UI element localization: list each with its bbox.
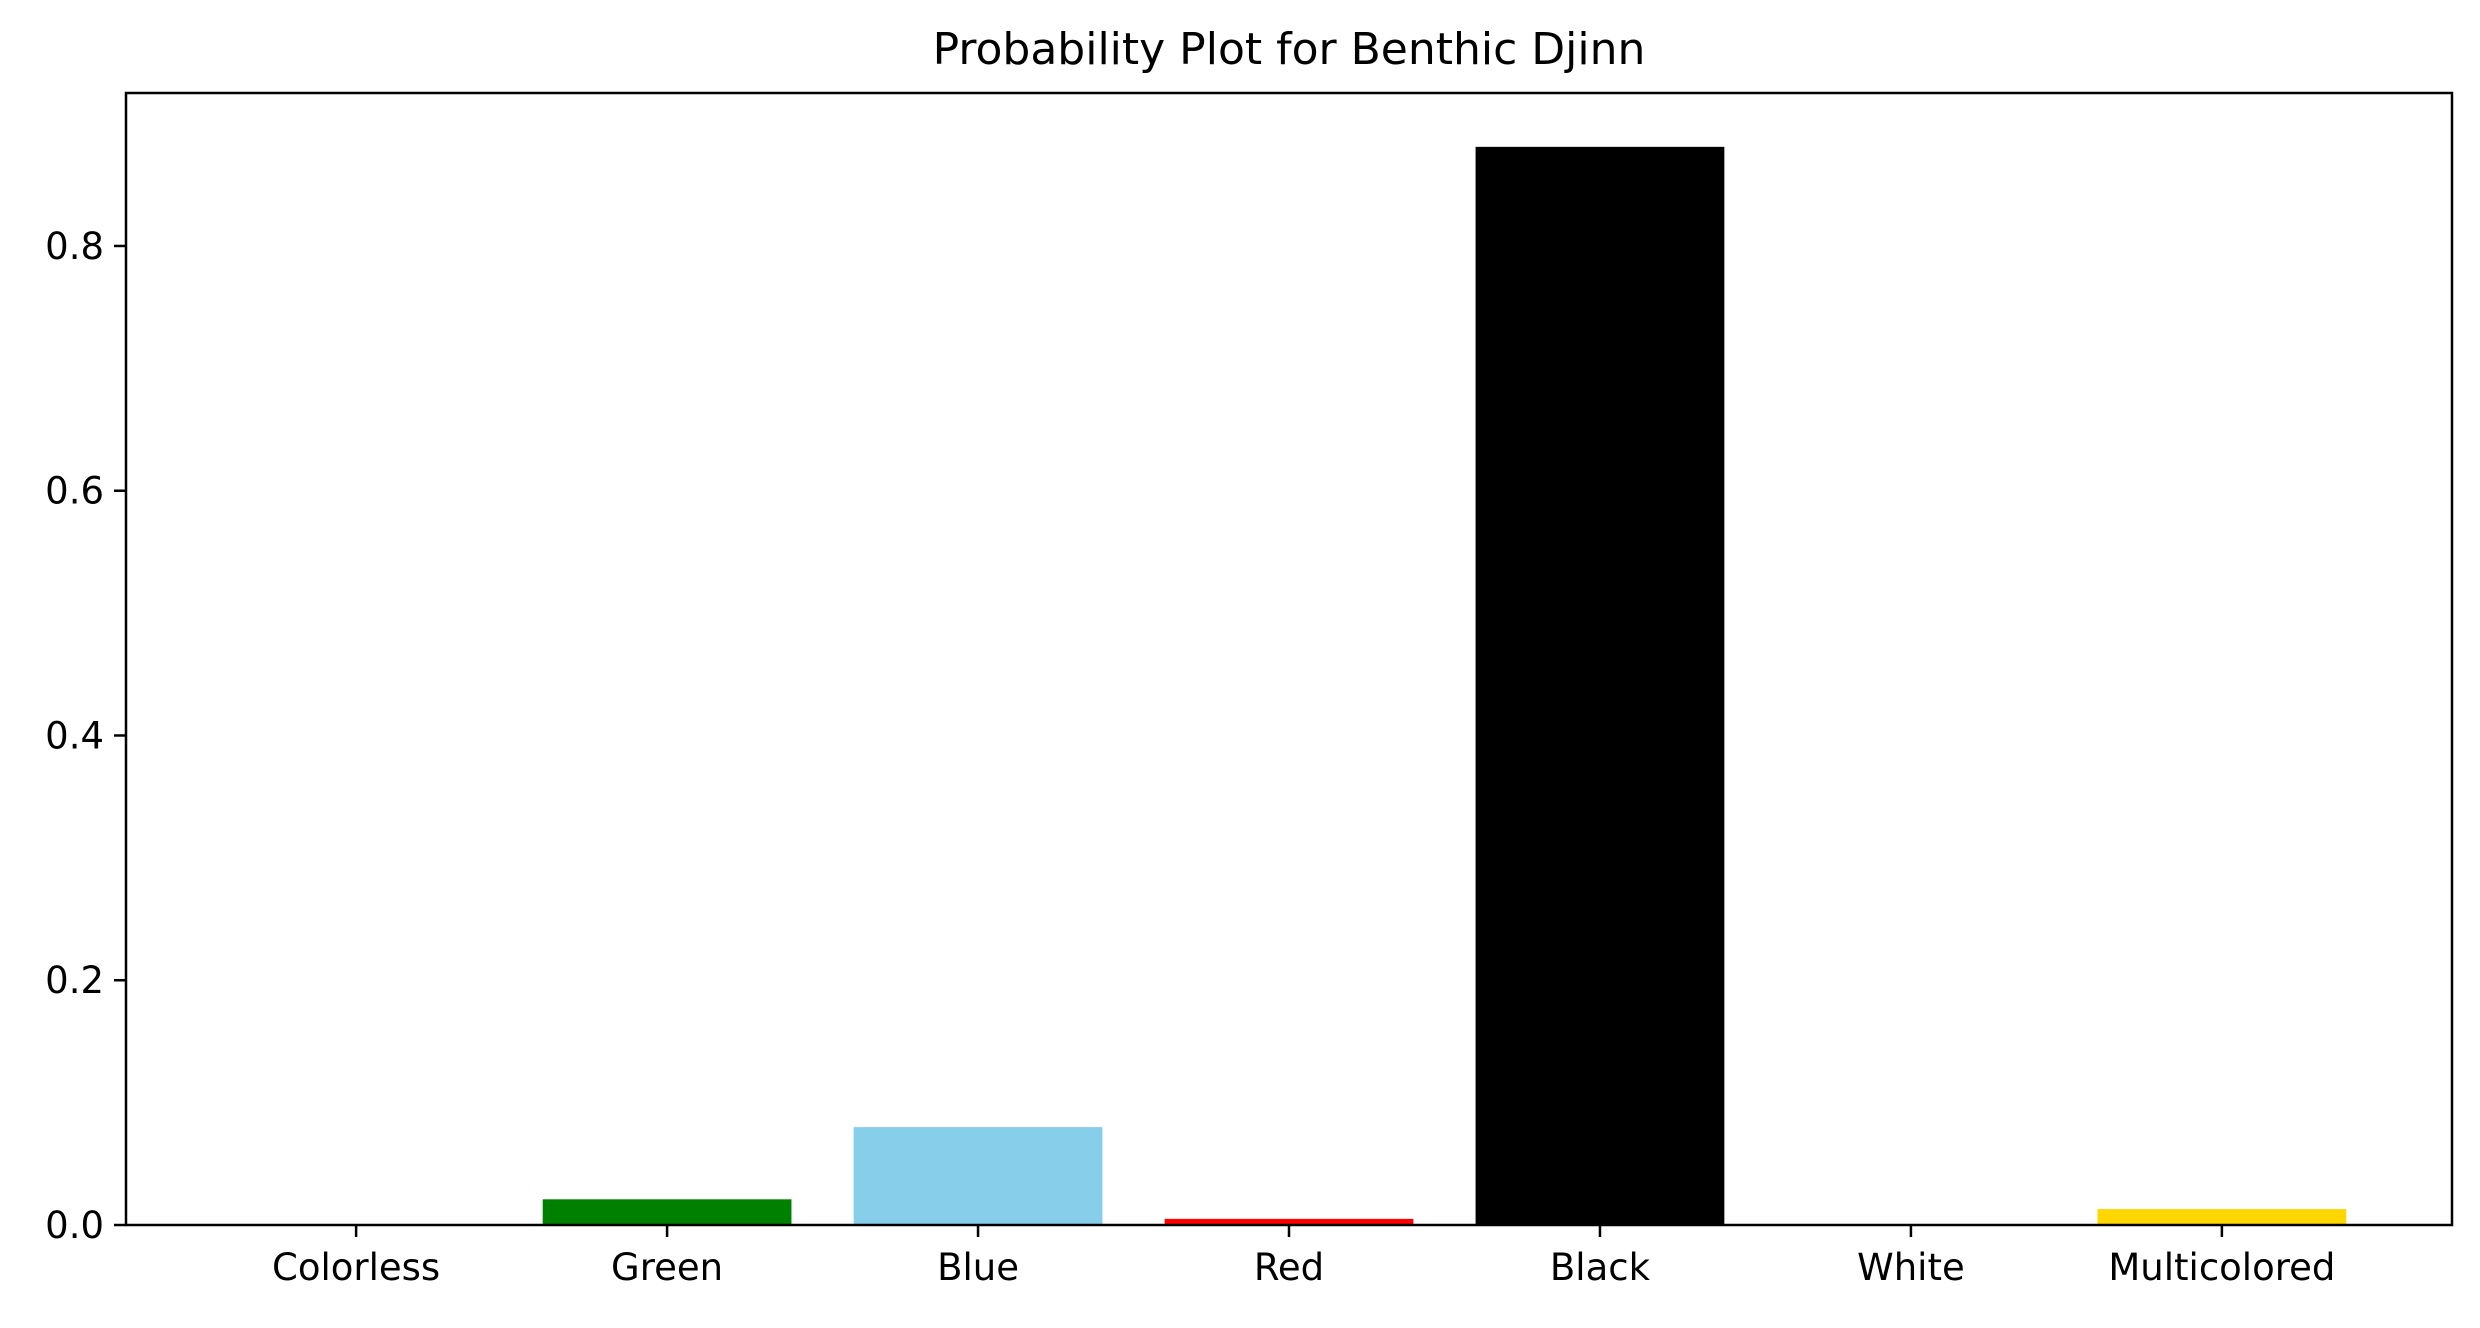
y-tick-label: 0.6	[45, 470, 104, 513]
y-tick-label: 0.0	[45, 1204, 104, 1247]
axis-ticks: Colorless Green Blue Red Black White Multicolo…	[45, 225, 2335, 1289]
x-tick-label: Black	[1550, 1246, 1651, 1289]
y-tick-label: 0.8	[45, 225, 104, 268]
y-tick-label: 0.2	[45, 959, 104, 1002]
y-tick-label: 0.4	[45, 714, 104, 757]
bar-blue	[853, 1127, 1103, 1225]
bar-black	[1475, 146, 1725, 1226]
bar-green	[542, 1199, 792, 1225]
x-tick-label: Red	[1254, 1246, 1324, 1289]
bars	[542, 146, 2347, 1226]
x-tick-label: Green	[611, 1246, 723, 1289]
x-tick-label: Multicolored	[2108, 1246, 2335, 1289]
plot-area-frame	[124, 91, 2454, 1227]
x-tick-label: Blue	[937, 1246, 1019, 1289]
x-tick-label: Colorless	[272, 1246, 440, 1289]
chart-title: Probability Plot for Benthic Djinn	[933, 24, 1646, 75]
bar-red	[1164, 1218, 1414, 1225]
x-tick-label: White	[1857, 1246, 1965, 1289]
bar-multicolored	[2097, 1209, 2347, 1225]
